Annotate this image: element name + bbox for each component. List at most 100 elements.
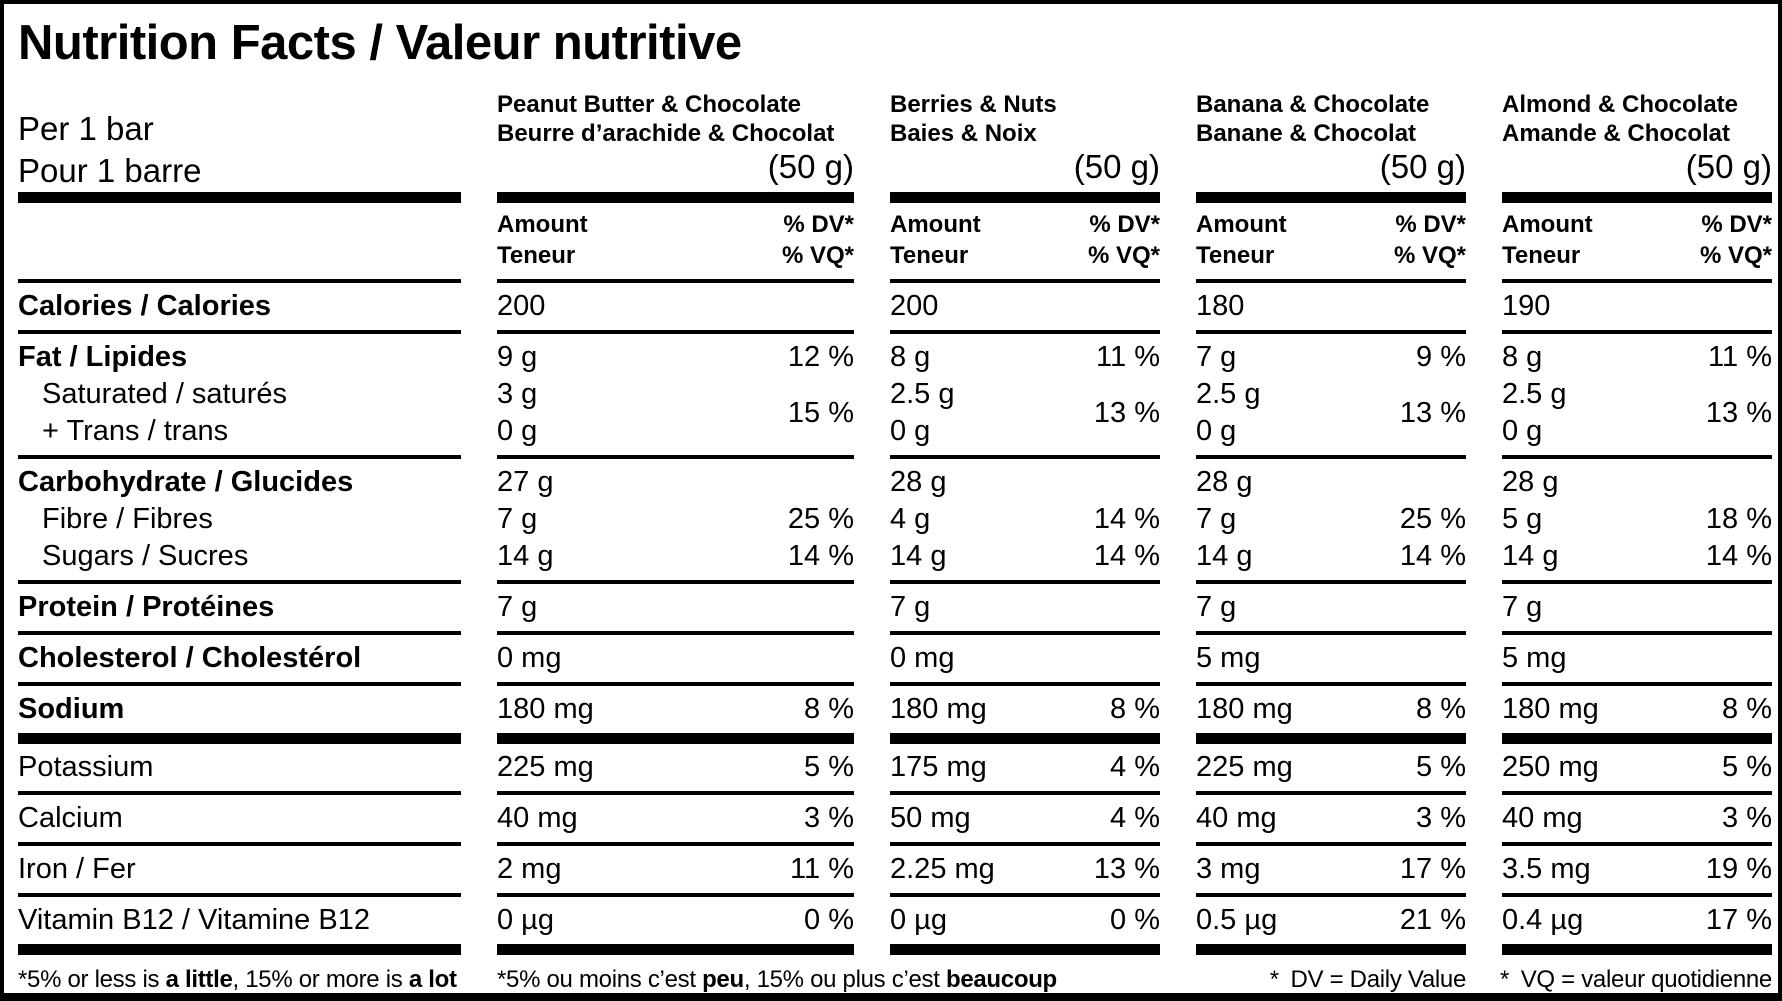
amount-line: 175 mg 4 % bbox=[890, 749, 1160, 786]
dv-value: 19 % bbox=[1705, 853, 1772, 885]
amount-value: 200 bbox=[497, 290, 546, 322]
amount-value: 8 g bbox=[1502, 341, 1543, 373]
dv-value: 8 % bbox=[804, 693, 854, 725]
product-name-en: Almond & Chocolate bbox=[1502, 91, 1739, 118]
amount-line: 8 g 11 % bbox=[890, 339, 1160, 376]
nutrient-value-cell: 200 bbox=[890, 283, 1160, 334]
amount-header-line-fr: Teneur % VQ* bbox=[497, 240, 854, 271]
amount-value: 4 g bbox=[890, 503, 931, 535]
amount-value: 175 mg bbox=[890, 751, 987, 783]
footnote-segment: , 15% ou plus c’est bbox=[743, 966, 946, 993]
nutrient-value-cell: 190 bbox=[1502, 283, 1772, 334]
amount-value: 7 g bbox=[1196, 341, 1237, 373]
amount-value: 9 g bbox=[497, 341, 538, 373]
amount-line: 7 g 25 % bbox=[497, 501, 854, 538]
amount-value: 5 g bbox=[1502, 503, 1543, 535]
amount-line: 2.25 mg 13 % bbox=[890, 851, 1160, 888]
amount-value: 7 g bbox=[1502, 591, 1543, 623]
amount-value: 2.5 g bbox=[1196, 378, 1261, 410]
amount-value: 7 g bbox=[1196, 503, 1237, 535]
amount-value: 0.4 µg bbox=[1502, 904, 1584, 936]
product-column-header: Banana & Chocolate Banane & Chocolat (50 g… bbox=[1196, 90, 1466, 192]
nutrient-value-cell: 180 bbox=[1196, 283, 1466, 334]
footnote-segment: *5% or less is bbox=[18, 966, 166, 993]
amount-value: 180 mg bbox=[890, 693, 987, 725]
amount-line: 3 mg 17 % bbox=[1196, 851, 1466, 888]
amount-value: 40 mg bbox=[1502, 802, 1583, 834]
amount-line: 28 g bbox=[1196, 464, 1466, 501]
nutrient-label: Saturated / saturés bbox=[42, 378, 288, 410]
amount-header-line-fr: Teneur % VQ* bbox=[890, 240, 1160, 271]
footnote-segment: *5% ou moins c’est bbox=[497, 966, 703, 993]
amount-value: 14 g bbox=[890, 540, 947, 572]
nutrient-label: Carbohydrate / Glucides bbox=[18, 466, 354, 498]
amount-value: 28 g bbox=[890, 466, 947, 498]
dv-value: 13 % bbox=[1093, 396, 1160, 429]
nutrient-label: Potassium bbox=[18, 751, 154, 783]
amount-value: 225 mg bbox=[1196, 751, 1293, 783]
nutrient-value-cell: 40 mg 3 % bbox=[497, 795, 854, 846]
amount-value: 180 mg bbox=[1196, 693, 1293, 725]
nutrient-value-cell: 2 mg 11 % bbox=[497, 846, 854, 897]
amount-line: 9 g 12 % bbox=[497, 339, 854, 376]
amount-value: 0 g bbox=[497, 415, 538, 447]
nutrient-value-cell: 7 g bbox=[890, 584, 1160, 635]
amount-values: 2.5 g 0 g bbox=[1196, 376, 1261, 450]
dv-value: 25 % bbox=[1399, 503, 1466, 535]
nutrient-label-cell: Fat / Lipides Saturated / saturés + Trans … bbox=[18, 334, 461, 459]
dv-value: 14 % bbox=[787, 540, 854, 572]
amount-stack: 2.5 g 0 g 13 % bbox=[1196, 376, 1466, 450]
nutrient-value-cell: 40 mg 3 % bbox=[1502, 795, 1772, 846]
nutrient-label: Protein / Protéines bbox=[18, 591, 275, 623]
dv-value: 21 % bbox=[1399, 904, 1466, 936]
nutrient-row-calcium: Calcium 40 mg 3 % 50 mg 4 % 40 mg 3 % 40 mg 3 % bbox=[18, 795, 1772, 846]
product-name-fr: Banane & Chocolat bbox=[1196, 120, 1417, 147]
amount-header-line-en: Amount % DV* bbox=[497, 209, 854, 240]
dv-label-fr: % VQ* bbox=[1699, 242, 1772, 269]
amount-value: 3.5 mg bbox=[1502, 853, 1591, 885]
dv-value: 8 % bbox=[1416, 693, 1466, 725]
dv-value: 3 % bbox=[1722, 802, 1772, 834]
nutrient-value-cell: 8 g 11 % 2.5 g 0 g 13 % bbox=[1502, 334, 1772, 459]
amount-value: 5 mg bbox=[1196, 642, 1261, 674]
serving-size-en: Per 1 bar bbox=[18, 110, 154, 147]
product-name-fr: Beurre d’arachide & Chocolat bbox=[497, 120, 835, 147]
dv-value: 18 % bbox=[1705, 503, 1772, 535]
dv-value: 15 % bbox=[787, 396, 854, 429]
nutrient-row-protein: Protein / Protéines 7 g 7 g 7 g 7 g bbox=[18, 584, 1772, 635]
amount-value: 2.5 g bbox=[890, 378, 955, 410]
amount-value: 40 mg bbox=[497, 802, 578, 834]
amount-line: 200 bbox=[497, 288, 854, 325]
amount-line: 27 g bbox=[497, 464, 854, 501]
amount-values: 2.5 g 0 g bbox=[1502, 376, 1567, 450]
amount-value: 28 g bbox=[1502, 466, 1559, 498]
amount-line: 225 mg 5 % bbox=[1196, 749, 1466, 786]
amount-value: 0 g bbox=[1196, 415, 1237, 447]
amount-value: 40 mg bbox=[1196, 802, 1277, 834]
dv-value: 11 % bbox=[790, 853, 854, 885]
product-weight: (50 g) bbox=[1073, 148, 1160, 185]
dv-value: 11 % bbox=[1708, 341, 1772, 373]
dv-value: 5 % bbox=[1722, 751, 1772, 783]
nutrient-value-cell: 40 mg 3 % bbox=[1196, 795, 1466, 846]
nutrient-value-cell: 180 mg 8 % bbox=[1502, 686, 1772, 744]
amount-line: 250 mg 5 % bbox=[1502, 749, 1772, 786]
product-name-fr: Amande & Chocolat bbox=[1502, 120, 1731, 147]
dv-value: 8 % bbox=[1110, 693, 1160, 725]
product-name-en: Banana & Chocolate bbox=[1196, 91, 1430, 118]
dv-label-fr: % VQ* bbox=[1087, 242, 1160, 269]
footnote-segment: a little bbox=[165, 966, 233, 993]
amount-value: 7 g bbox=[497, 591, 538, 623]
dv-label-fr: % VQ* bbox=[1393, 242, 1466, 269]
nutrient-row-potassium: Potassium 225 mg 5 % 175 mg 4 % 225 mg 5 % 250 … bbox=[18, 744, 1772, 795]
amount-header-cell: Amount % DV* Teneur % VQ* bbox=[1196, 192, 1466, 283]
amount-value: 0 µg bbox=[890, 904, 948, 936]
amount-label-en: Amount bbox=[497, 211, 588, 238]
amount-line: 5 mg bbox=[1196, 640, 1466, 677]
dv-value: 0 % bbox=[1110, 904, 1160, 936]
amount-value: 28 g bbox=[1196, 466, 1253, 498]
nutrient-label-cell: Iron / Fer bbox=[18, 846, 461, 897]
